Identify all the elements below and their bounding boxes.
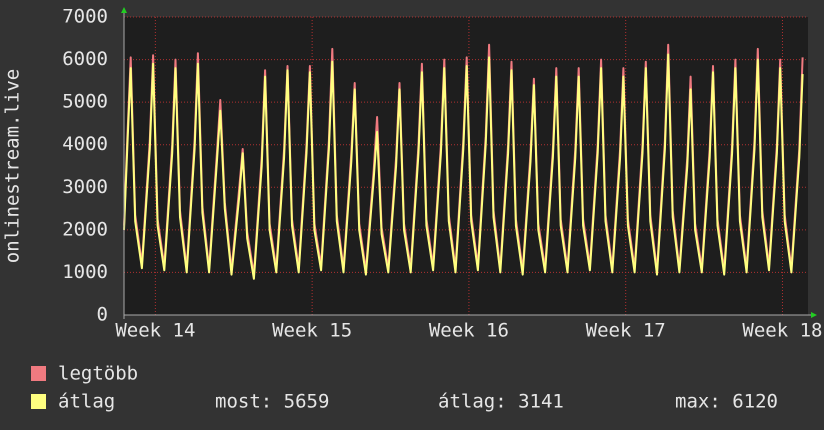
y-tick-label: 3000 xyxy=(62,176,108,198)
legend-swatch xyxy=(31,394,46,409)
stat-average: átlag: 3141 xyxy=(438,391,564,413)
series-line xyxy=(123,53,804,280)
y-tick-label: 5000 xyxy=(62,91,108,113)
y-tick-label: 4000 xyxy=(62,133,108,155)
x-tick-label: Week 18 xyxy=(742,320,822,342)
legend-label: legtöbb xyxy=(58,363,138,385)
legend-swatch xyxy=(31,366,46,381)
x-tick-label: Week 17 xyxy=(586,320,666,342)
y-axis-label: onlinestream.live xyxy=(2,69,24,263)
y-tick-label: 6000 xyxy=(62,48,108,70)
y-tick-label: 1000 xyxy=(62,261,108,283)
y-tick-label: 7000 xyxy=(62,6,108,28)
axis-arrow xyxy=(121,7,127,13)
y-tick-label: 2000 xyxy=(62,218,108,240)
stat-max: max: 6120 xyxy=(675,391,778,413)
x-tick-label: Week 15 xyxy=(272,320,352,342)
axis-arrow xyxy=(811,312,817,318)
y-tick-label: 0 xyxy=(97,304,108,326)
stat-current: most: 5659 xyxy=(215,391,329,413)
x-tick-label: Week 14 xyxy=(115,320,195,342)
x-tick-label: Week 16 xyxy=(429,320,509,342)
legend-label: átlag xyxy=(58,391,115,413)
